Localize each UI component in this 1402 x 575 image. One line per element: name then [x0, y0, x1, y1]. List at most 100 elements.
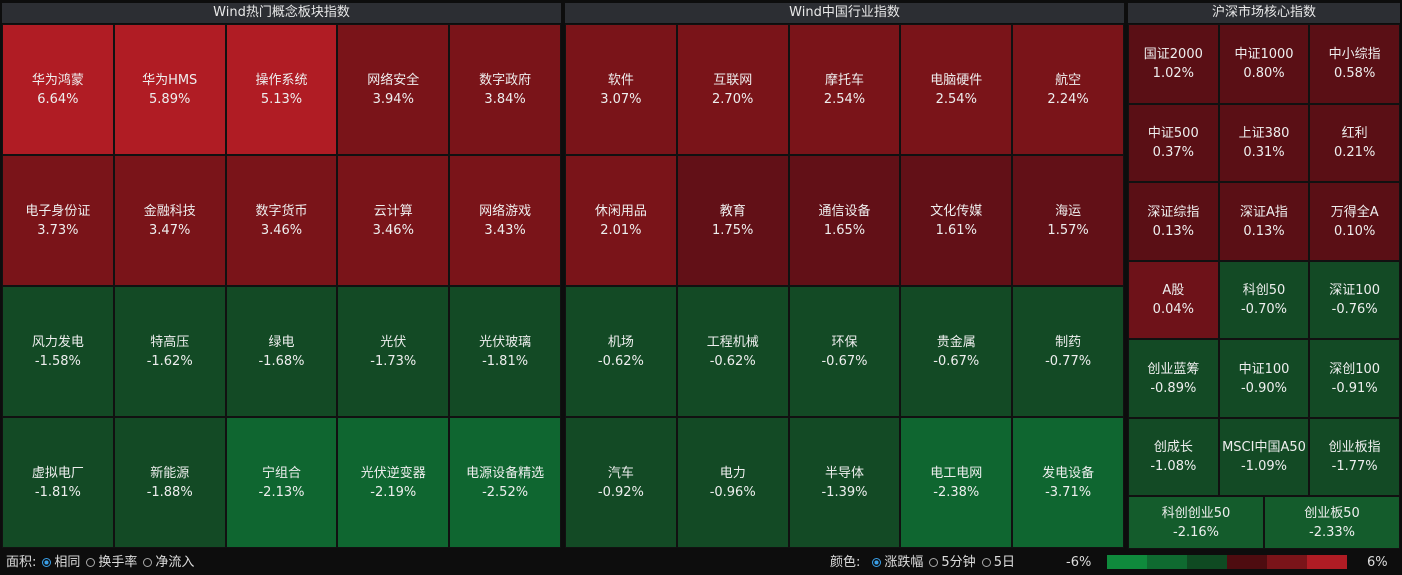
heatmap-cell[interactable]: 绿电 -1.68% — [225, 286, 338, 417]
heatmap-cell[interactable]: 软件 3.07% — [565, 24, 677, 155]
heatmap-cell[interactable]: 光伏玻璃 -1.81% — [449, 286, 561, 417]
heatmap-cell[interactable]: 中证100 -0.90% — [1218, 339, 1310, 418]
cell-change: 3.07% — [600, 91, 642, 107]
heatmap-cell[interactable]: 上证380 0.31% — [1218, 104, 1310, 182]
heatmap-cell[interactable]: 风力发电 -1.58% — [2, 286, 114, 417]
heatmap-cell[interactable]: 机场 -0.62% — [565, 286, 677, 417]
radio[interactable] — [42, 558, 52, 567]
cell-change: 2.54% — [823, 91, 866, 107]
heatmap-cell[interactable]: 网络游戏 3.43% — [449, 155, 561, 286]
heatmap-cell[interactable]: 万得全A 0.10% — [1309, 182, 1400, 261]
heatmap-cell[interactable]: 创成长 -1.08% — [1128, 418, 1219, 496]
cell-change: -0.91% — [1331, 380, 1378, 396]
heatmap-cell[interactable]: 通信设备 1.65% — [788, 155, 901, 286]
radio[interactable] — [86, 558, 96, 567]
cell-name: 宁组合 — [261, 465, 301, 481]
heatmap-cell[interactable]: MSCI中国A50 -1.09% — [1218, 418, 1310, 496]
heatmap-cell[interactable]: 工程机械 -0.62% — [676, 286, 789, 417]
heatmap-cell[interactable]: 网络安全 3.94% — [337, 24, 450, 155]
heatmap-cell[interactable]: 半导体 -1.39% — [788, 417, 901, 548]
heatmap-cell[interactable]: 云计算 3.46% — [337, 155, 450, 286]
heatmap-cell[interactable]: 摩托车 2.54% — [788, 24, 901, 155]
cell-name: 风力发电 — [31, 334, 84, 350]
heatmap-cell[interactable]: 特高压 -1.62% — [113, 286, 226, 417]
heatmap-cell[interactable]: 发电设备 -3.71% — [1012, 417, 1124, 548]
color-option[interactable]: 涨跌幅 — [884, 554, 924, 570]
heatmap-cell[interactable]: 华为HMS 5.89% — [113, 24, 226, 155]
heatmap-cell[interactable]: 创业板50 -2.33% — [1264, 496, 1400, 549]
cell-name: 中小综指 — [1328, 47, 1381, 62]
heatmap-cell[interactable]: A股 0.04% — [1128, 261, 1219, 339]
cell-change: 6.64% — [37, 91, 79, 107]
heatmap-cell[interactable]: 深证100 -0.76% — [1309, 261, 1400, 339]
heatmap-cell[interactable]: 光伏 -1.73% — [337, 286, 450, 417]
heatmap-cell[interactable]: 中小综指 0.58% — [1309, 24, 1400, 104]
heatmap-cell[interactable]: 创业板指 -1.77% — [1309, 418, 1400, 496]
area-option[interactable]: 换手率 — [98, 554, 138, 570]
heatmap-cell[interactable]: 电源设备精选 -2.52% — [449, 417, 561, 548]
cell-name: 科创50 — [1242, 283, 1286, 298]
heatmap-cell[interactable]: 电脑硬件 2.54% — [900, 24, 1013, 155]
color-option[interactable]: 5分钟 — [941, 554, 976, 570]
cell-name: 网络安全 — [367, 72, 420, 88]
radio[interactable] — [929, 558, 939, 567]
color-option[interactable]: 5日 — [993, 554, 1015, 570]
cell-name: 上证380 — [1238, 126, 1290, 141]
cell-change: 0.13% — [1152, 223, 1194, 239]
cell-name: 软件 — [607, 72, 634, 88]
heatmap-cell[interactable]: 数字货币 3.46% — [225, 155, 338, 286]
cell-change: 0.13% — [1243, 223, 1285, 239]
heatmap-cell[interactable]: 创业蓝筹 -0.89% — [1128, 339, 1219, 418]
cell-name: 云计算 — [373, 203, 413, 219]
heatmap-cell[interactable]: 国证2000 1.02% — [1128, 24, 1219, 104]
cell-change: -0.89% — [1150, 380, 1197, 396]
heatmap-cell[interactable]: 环保 -0.67% — [788, 286, 901, 417]
heatmap-cell[interactable]: 新能源 -1.88% — [113, 417, 226, 548]
heatmap-cell[interactable]: 贵金属 -0.67% — [900, 286, 1013, 417]
heatmap-cell[interactable]: 操作系统 5.13% — [225, 24, 338, 155]
cell-change: -0.70% — [1240, 302, 1287, 317]
heatmap-cell[interactable]: 深证综指 0.13% — [1128, 182, 1219, 261]
heatmap-cell[interactable]: 文化传媒 1.61% — [900, 155, 1013, 286]
heatmap-cell[interactable]: 海运 1.57% — [1012, 155, 1124, 286]
cell-name: 绿电 — [268, 334, 295, 350]
heatmap-cell[interactable]: 数字政府 3.84% — [449, 24, 561, 155]
cell-change: -1.68% — [258, 353, 305, 369]
heatmap-cell[interactable]: 科创50 -0.70% — [1218, 261, 1310, 339]
heatmap-cell[interactable]: 虚拟电厂 -1.81% — [2, 417, 114, 548]
heatmap-cell[interactable]: 汽车 -0.92% — [565, 417, 677, 548]
cell-change: 3.94% — [372, 91, 414, 107]
scale-max: 6% — [1367, 554, 1388, 570]
heatmap-cell[interactable]: 制药 -0.77% — [1012, 286, 1124, 417]
heatmap-cell[interactable]: 休闲用品 2.01% — [565, 155, 677, 286]
heatmap-cell[interactable]: 电力 -0.96% — [676, 417, 789, 548]
heatmap-cell[interactable]: 航空 2.24% — [1012, 24, 1124, 155]
radio[interactable] — [981, 558, 991, 567]
radio[interactable] — [143, 558, 153, 567]
cell-change: 2.54% — [935, 91, 977, 107]
panel-title: 沪深市场核心指数 — [1128, 3, 1400, 23]
cell-change: -1.62% — [146, 353, 193, 369]
heatmap-cell[interactable]: 宁组合 -2.13% — [225, 417, 338, 548]
heatmap-cell[interactable]: 金融科技 3.47% — [113, 155, 226, 286]
scale-min: -6% — [1066, 554, 1092, 570]
heatmap-cell[interactable]: 中证500 0.37% — [1128, 104, 1219, 182]
heatmap-cell[interactable]: 电子身份证 3.73% — [2, 155, 114, 286]
cell-name: 光伏玻璃 — [479, 334, 532, 350]
heatmap-cell[interactable]: 光伏逆变器 -2.19% — [337, 417, 450, 548]
heatmap-cell[interactable]: 深证A指 0.13% — [1218, 182, 1310, 261]
heatmap-cell[interactable]: 科创创业50 -2.16% — [1128, 496, 1264, 549]
heatmap-cell[interactable]: 中证1000 0.80% — [1218, 24, 1310, 104]
heatmap-cell[interactable]: 深创100 -0.91% — [1309, 339, 1400, 418]
cell-name: 深创100 — [1329, 361, 1381, 377]
area-option[interactable]: 相同 — [54, 554, 81, 570]
cell-change: 2.70% — [712, 91, 754, 107]
radio[interactable] — [872, 558, 882, 567]
heatmap-cell[interactable]: 互联网 2.70% — [676, 24, 789, 155]
heatmap-cell[interactable]: 华为鸿蒙 6.64% — [2, 24, 114, 155]
cell-name: 电脑硬件 — [930, 72, 983, 88]
heatmap-cell[interactable]: 电工电网 -2.38% — [900, 417, 1013, 548]
heatmap-cell[interactable]: 教育 1.75% — [676, 155, 789, 286]
heatmap-cell[interactable]: 红利 0.21% — [1309, 104, 1400, 182]
area-option[interactable]: 净流入 — [155, 554, 195, 570]
